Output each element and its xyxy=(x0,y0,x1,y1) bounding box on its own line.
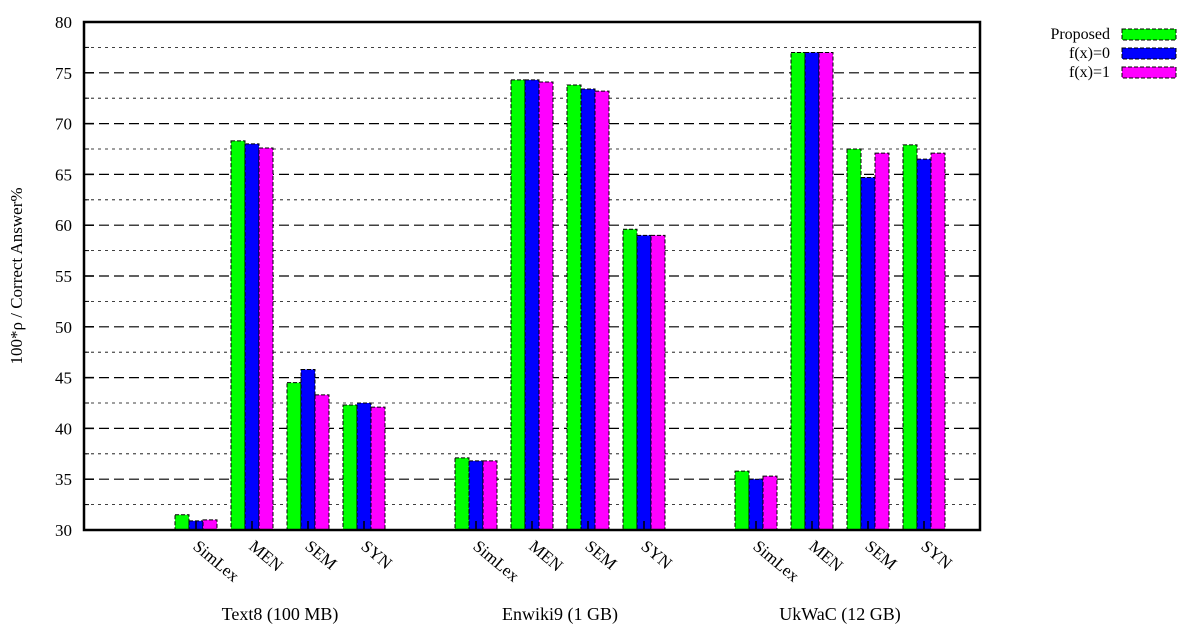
y-tick-label: 65 xyxy=(55,165,72,184)
bar xyxy=(916,158,932,531)
bar xyxy=(846,148,862,531)
bar xyxy=(594,90,610,531)
bar xyxy=(482,460,498,531)
bar xyxy=(314,394,330,531)
bar xyxy=(790,51,806,531)
category-label: SimLex xyxy=(189,537,243,586)
y-tick-label: 80 xyxy=(55,13,72,32)
category-label: SYN xyxy=(917,537,955,573)
legend-swatch xyxy=(1121,47,1177,60)
y-tick-label: 75 xyxy=(55,64,72,83)
bar xyxy=(356,402,372,531)
bar xyxy=(566,84,582,531)
bar xyxy=(930,152,946,531)
y-tick-label: 30 xyxy=(55,521,72,540)
bar xyxy=(468,460,484,531)
category-label: SEM xyxy=(861,537,900,574)
bar xyxy=(636,234,652,531)
y-tick-label: 40 xyxy=(55,419,72,438)
bar xyxy=(538,81,554,531)
bar xyxy=(454,457,470,531)
bar xyxy=(244,143,260,531)
group-label: Enwiki9 (1 GB) xyxy=(502,604,618,625)
bar xyxy=(804,51,820,531)
bar xyxy=(202,519,218,531)
bar xyxy=(860,176,876,531)
legend-label: Proposed xyxy=(1050,26,1110,43)
bar xyxy=(818,51,834,531)
bar xyxy=(902,144,918,531)
group-label: UkWaC (12 GB) xyxy=(779,604,901,625)
y-tick-label: 35 xyxy=(55,470,72,489)
category-label: MEN xyxy=(245,537,286,576)
category-label: SYN xyxy=(637,537,675,573)
y-tick-label: 45 xyxy=(55,369,72,388)
y-tick-label: 70 xyxy=(55,115,72,134)
legend-label: f(x)=0 xyxy=(1069,45,1110,62)
category-label: MEN xyxy=(525,537,566,576)
bars xyxy=(174,51,946,531)
bar xyxy=(650,234,666,531)
category-label: SYN xyxy=(357,537,395,573)
y-axis-label: 100*ρ / Correct Answer% xyxy=(7,187,26,364)
category-label: SEM xyxy=(301,537,340,574)
bar xyxy=(342,404,358,531)
bar xyxy=(874,152,890,531)
bar xyxy=(510,79,526,531)
category-label: MEN xyxy=(805,537,846,576)
bar xyxy=(524,79,540,531)
bar xyxy=(622,228,638,531)
bar xyxy=(258,147,274,531)
y-tick-label: 60 xyxy=(55,216,72,235)
legend: Proposed f(x)=0 f(x)=1 xyxy=(1050,26,1177,81)
y-tick-label: 50 xyxy=(55,318,72,337)
y-axis: 30 35 40 45 50 55 60 65 70 75 80 xyxy=(55,13,980,540)
legend-label: f(x)=1 xyxy=(1069,64,1110,81)
bar xyxy=(370,406,386,531)
group-label: Text8 (100 MB) xyxy=(222,604,339,625)
category-label: SimLex xyxy=(469,537,523,586)
bar xyxy=(174,514,190,531)
bar xyxy=(734,470,750,531)
category-label: SEM xyxy=(581,537,620,574)
y-tick-label: 55 xyxy=(55,267,72,286)
bar xyxy=(580,88,596,531)
legend-swatch xyxy=(1121,28,1177,41)
bar xyxy=(230,140,246,531)
bar xyxy=(286,382,302,531)
category-label: SimLex xyxy=(749,537,803,586)
bar xyxy=(762,475,778,531)
legend-swatch xyxy=(1121,66,1177,79)
bar xyxy=(300,368,316,531)
